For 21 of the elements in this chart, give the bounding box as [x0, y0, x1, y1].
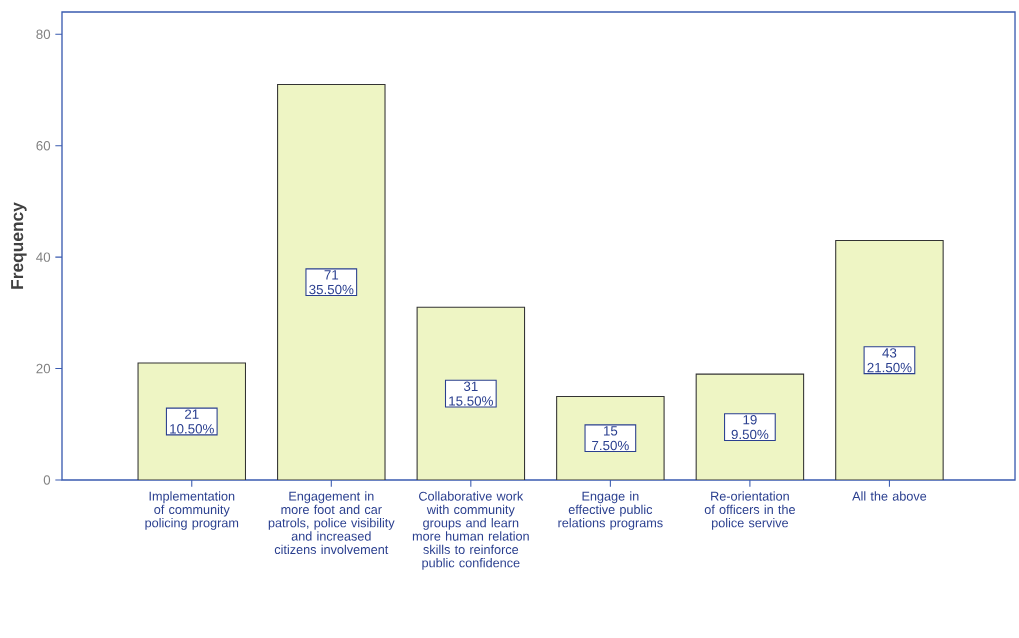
- data-label: 21 10.50%: [170, 409, 214, 434]
- x-tick-label: Engagement in more foot and car patrols, police visibility and increased citizens involvement: [268, 491, 395, 555]
- data-label: 71 35.50%: [309, 270, 354, 295]
- y-tick-label: 20: [36, 363, 51, 374]
- data-label: 31 15.50%: [449, 381, 493, 406]
- bar: [416, 306, 526, 480]
- x-tick-label: Re-orientation of officers in the police servive: [704, 491, 795, 530]
- y-tick-label: 40: [36, 252, 51, 262]
- x-tick-label: All the above: [852, 491, 927, 501]
- y-tick-label: 0: [43, 475, 51, 485]
- x-tick-label: Collaborative work with community groups and learn more human relation skills to reinforce public confidence: [412, 491, 529, 570]
- data-label: 43 21.50%: [867, 348, 912, 373]
- x-tick-label: Implementation of community policing program: [145, 491, 239, 530]
- data-label: 15 7.50%: [592, 426, 629, 451]
- y-axis-title: Frequency: [11, 202, 27, 289]
- bar: [277, 83, 386, 480]
- y-tick-label: 80: [36, 29, 51, 39]
- x-tick-label: Engage in effective public relations programs: [558, 491, 663, 530]
- data-label: 19 9.50%: [731, 415, 769, 440]
- y-tick-label: 60: [36, 141, 51, 151]
- bar: [835, 239, 944, 480]
